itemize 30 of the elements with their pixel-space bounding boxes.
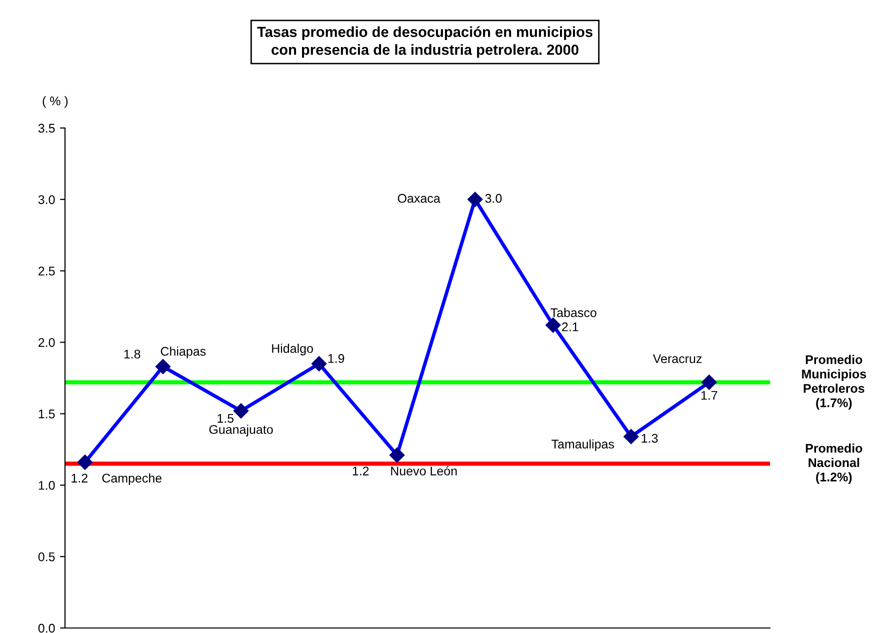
data-label: 1.7 (701, 391, 718, 400)
annotation: Tamaulipas (552, 439, 614, 451)
ref-line-label: Promedio Nacional (1.2%) (806, 444, 862, 484)
data-label: 1.3 (642, 434, 658, 443)
y-axis-title: ( % ) (42, 96, 68, 108)
annotation: Tabasco (550, 308, 596, 318)
data-label: 3.0 (485, 194, 502, 203)
data-label: 2.1 (562, 322, 578, 332)
annotation: Campeche (102, 473, 162, 486)
y-tick-label: 2.5 (38, 266, 55, 276)
data-label: 1.2 (72, 474, 88, 482)
data-label: 1.2 (352, 466, 369, 476)
y-tick-label: 0.0 (38, 624, 55, 633)
annotation: Veracruz (652, 354, 702, 364)
annotation: Guanajuato (209, 424, 273, 436)
annotation: Hidalgo (272, 344, 313, 356)
chart-title: Tasas promedio de desocupación en municipios con presencia de la industria petrolera. 2000 (257, 26, 592, 58)
annotation: Oaxaca (398, 194, 440, 203)
y-tick-label: 0.5 (38, 552, 55, 562)
y-tick-label: 3.0 (38, 195, 55, 204)
y-tick-label: 1.0 (38, 480, 55, 490)
y-tick-label: 3.5 (38, 124, 55, 133)
y-tick-label: 1.5 (38, 410, 55, 418)
data-label: 1.9 (328, 354, 344, 363)
data-label: 1.8 (124, 350, 140, 359)
annotation: Chiapas (160, 346, 206, 358)
annotation: Nuevo León (391, 466, 457, 476)
ref-line-label: Promedio Municipios Petroleros (1.7%) (802, 354, 866, 410)
y-tick-label: 2.0 (38, 338, 55, 347)
data-label: 1.5 (218, 414, 234, 423)
